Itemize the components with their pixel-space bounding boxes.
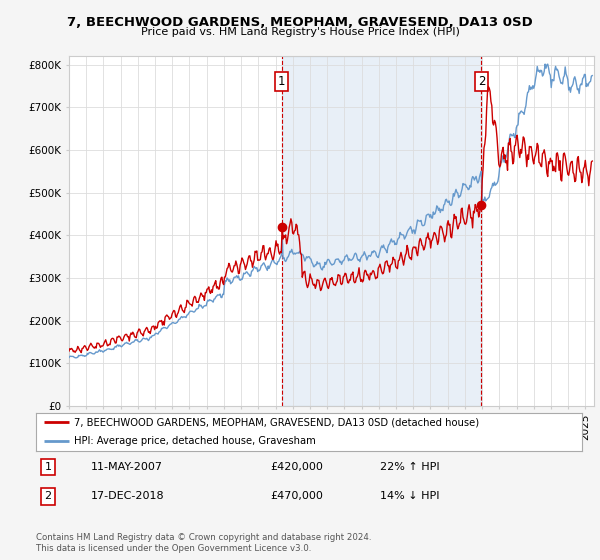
Text: £420,000: £420,000	[271, 463, 323, 472]
Text: 7, BEECHWOOD GARDENS, MEOPHAM, GRAVESEND, DA13 0SD (detached house): 7, BEECHWOOD GARDENS, MEOPHAM, GRAVESEND…	[74, 417, 479, 427]
Text: 17-DEC-2018: 17-DEC-2018	[91, 492, 164, 501]
Text: 1: 1	[44, 463, 52, 472]
Text: 14% ↓ HPI: 14% ↓ HPI	[380, 492, 439, 501]
Text: 2: 2	[44, 492, 52, 501]
Text: Contains HM Land Registry data © Crown copyright and database right 2024.
This d: Contains HM Land Registry data © Crown c…	[36, 533, 371, 553]
Bar	[282, 56, 481, 406]
Text: HPI: Average price, detached house, Gravesham: HPI: Average price, detached house, Grav…	[74, 436, 316, 446]
Text: 22% ↑ HPI: 22% ↑ HPI	[380, 463, 440, 472]
Text: 1: 1	[278, 75, 286, 88]
Text: 7, BEECHWOOD GARDENS, MEOPHAM, GRAVESEND, DA13 0SD: 7, BEECHWOOD GARDENS, MEOPHAM, GRAVESEND…	[67, 16, 533, 29]
Text: Price paid vs. HM Land Registry's House Price Index (HPI): Price paid vs. HM Land Registry's House …	[140, 27, 460, 37]
Text: 11-MAY-2007: 11-MAY-2007	[91, 463, 163, 472]
Text: 2: 2	[478, 75, 485, 88]
Text: £470,000: £470,000	[271, 492, 323, 501]
